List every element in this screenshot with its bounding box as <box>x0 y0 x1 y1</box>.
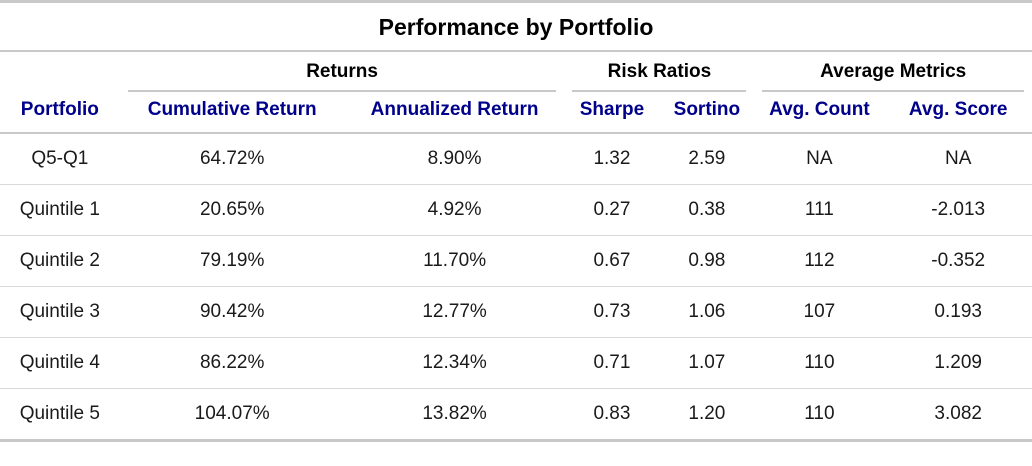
value-cell-avg-score: NA <box>944 148 972 169</box>
value-cell-avg-count: 107 <box>754 286 885 338</box>
value-cell-annualized-return: 12.77% <box>344 286 565 338</box>
column-header-portfolio: Portfolio <box>0 92 120 134</box>
value-cell-avg-count: 110 <box>754 337 885 389</box>
value-cell-sortino: 1.06 <box>659 286 755 338</box>
column-header-sortino: Sortino <box>659 92 755 134</box>
table-row: Quintile 1 20.65% 4.92% 0.27 0.38 111 -2.013 <box>0 184 1032 236</box>
spanner-row: Returns Risk Ratios Average Metrics <box>0 51 1032 92</box>
portfolio-cell: Quintile 2 <box>0 235 120 287</box>
value-cell-annualized-return: 11.70% <box>344 235 565 287</box>
spanner-risk-ratios: Risk Ratios <box>564 51 754 92</box>
spanner-returns: Returns <box>120 51 565 92</box>
spanner-label: Risk Ratios <box>572 61 747 92</box>
table-row: Quintile 5 104.07% 13.82% 0.83 1.20 110 3.082 <box>0 388 1032 441</box>
value-cell-cumulative-return: 20.65% <box>119 184 345 236</box>
table-row: Quintile 4 86.22% 12.34% 0.71 1.07 110 1.209 <box>0 337 1032 389</box>
portfolio-cell: Quintile 1 <box>0 184 120 236</box>
table-title: Performance by Portfolio <box>0 1 1032 52</box>
spanner-label: Average Metrics <box>762 61 1024 92</box>
value-cell-avg-count: NA <box>806 148 833 169</box>
column-header-row: Portfolio Cumulative Return Annualized Ret… <box>0 92 1032 134</box>
value-cell-avg-count: 112 <box>754 235 885 287</box>
value-cell-sharpe: 0.73 <box>564 286 660 338</box>
spanner-average-metrics: Average Metrics <box>754 51 1032 92</box>
column-header-sharpe: Sharpe <box>564 92 660 134</box>
portfolio-cell: Quintile 4 <box>0 337 120 389</box>
value-cell-cumulative-return: 86.22% <box>119 337 345 389</box>
column-header-avg-score: Avg. Score <box>884 92 1032 134</box>
value-cell-avg-score: -2.013 <box>884 184 1032 236</box>
column-header-cumulative-return: Cumulative Return <box>119 92 345 134</box>
value-cell-avg-count: 110 <box>754 388 885 441</box>
spanner-spacer <box>0 51 120 92</box>
value-cell-cumulative-return: 90.42% <box>119 286 345 338</box>
table-row: Quintile 3 90.42% 12.77% 0.73 1.06 107 0.193 <box>0 286 1032 338</box>
value-cell-sharpe: 0.67 <box>564 235 660 287</box>
value-cell-avg-score: 1.209 <box>884 337 1032 389</box>
value-cell-sharpe: 0.71 <box>564 337 660 389</box>
column-header-annualized-return: Annualized Return <box>344 92 565 134</box>
portfolio-cell: Q5-Q1 <box>31 148 89 169</box>
title-row: Performance by Portfolio <box>0 1 1032 52</box>
value-cell-avg-score: 0.193 <box>884 286 1032 338</box>
portfolio-cell: Quintile 3 <box>0 286 120 338</box>
value-cell-sortino: 2.59 <box>688 148 726 169</box>
value-cell-sharpe: 0.27 <box>564 184 660 236</box>
value-cell-avg-count: 111 <box>754 184 885 236</box>
value-cell-cumulative-return: 104.07% <box>119 388 345 441</box>
value-cell-cumulative-return: 79.19% <box>119 235 345 287</box>
value-cell-cumulative-return: 64.72% <box>199 148 265 169</box>
column-header-avg-count: Avg. Count <box>754 92 885 134</box>
value-cell-avg-score: -0.352 <box>884 235 1032 287</box>
table-row: Quintile 2 79.19% 11.70% 0.67 0.98 112 -0.352 <box>0 235 1032 287</box>
value-cell-annualized-return: 4.92% <box>344 184 565 236</box>
value-cell-avg-score: 3.082 <box>884 388 1032 441</box>
table-body: Q5-Q1 64.72% 8.90% 1.32 2.59 NA NA Quintile 1 20… <box>0 133 1032 441</box>
portfolio-cell: Quintile 5 <box>0 388 120 441</box>
value-cell-sharpe: 0.83 <box>564 388 660 441</box>
performance-table: Performance by Portfolio Returns Risk Rat… <box>0 0 1032 442</box>
value-cell-annualized-return: 12.34% <box>344 337 565 389</box>
value-cell-sharpe: 1.32 <box>593 148 631 169</box>
value-cell-sortino: 1.20 <box>659 388 755 441</box>
spanner-label: Returns <box>127 61 557 92</box>
value-cell-annualized-return: 13.82% <box>344 388 565 441</box>
table-row: Q5-Q1 64.72% 8.90% 1.32 2.59 NA NA <box>0 133 1032 185</box>
value-cell-annualized-return: 8.90% <box>427 148 482 169</box>
value-cell-sortino: 0.98 <box>659 235 755 287</box>
value-cell-sortino: 1.07 <box>659 337 755 389</box>
value-cell-sortino: 0.38 <box>659 184 755 236</box>
